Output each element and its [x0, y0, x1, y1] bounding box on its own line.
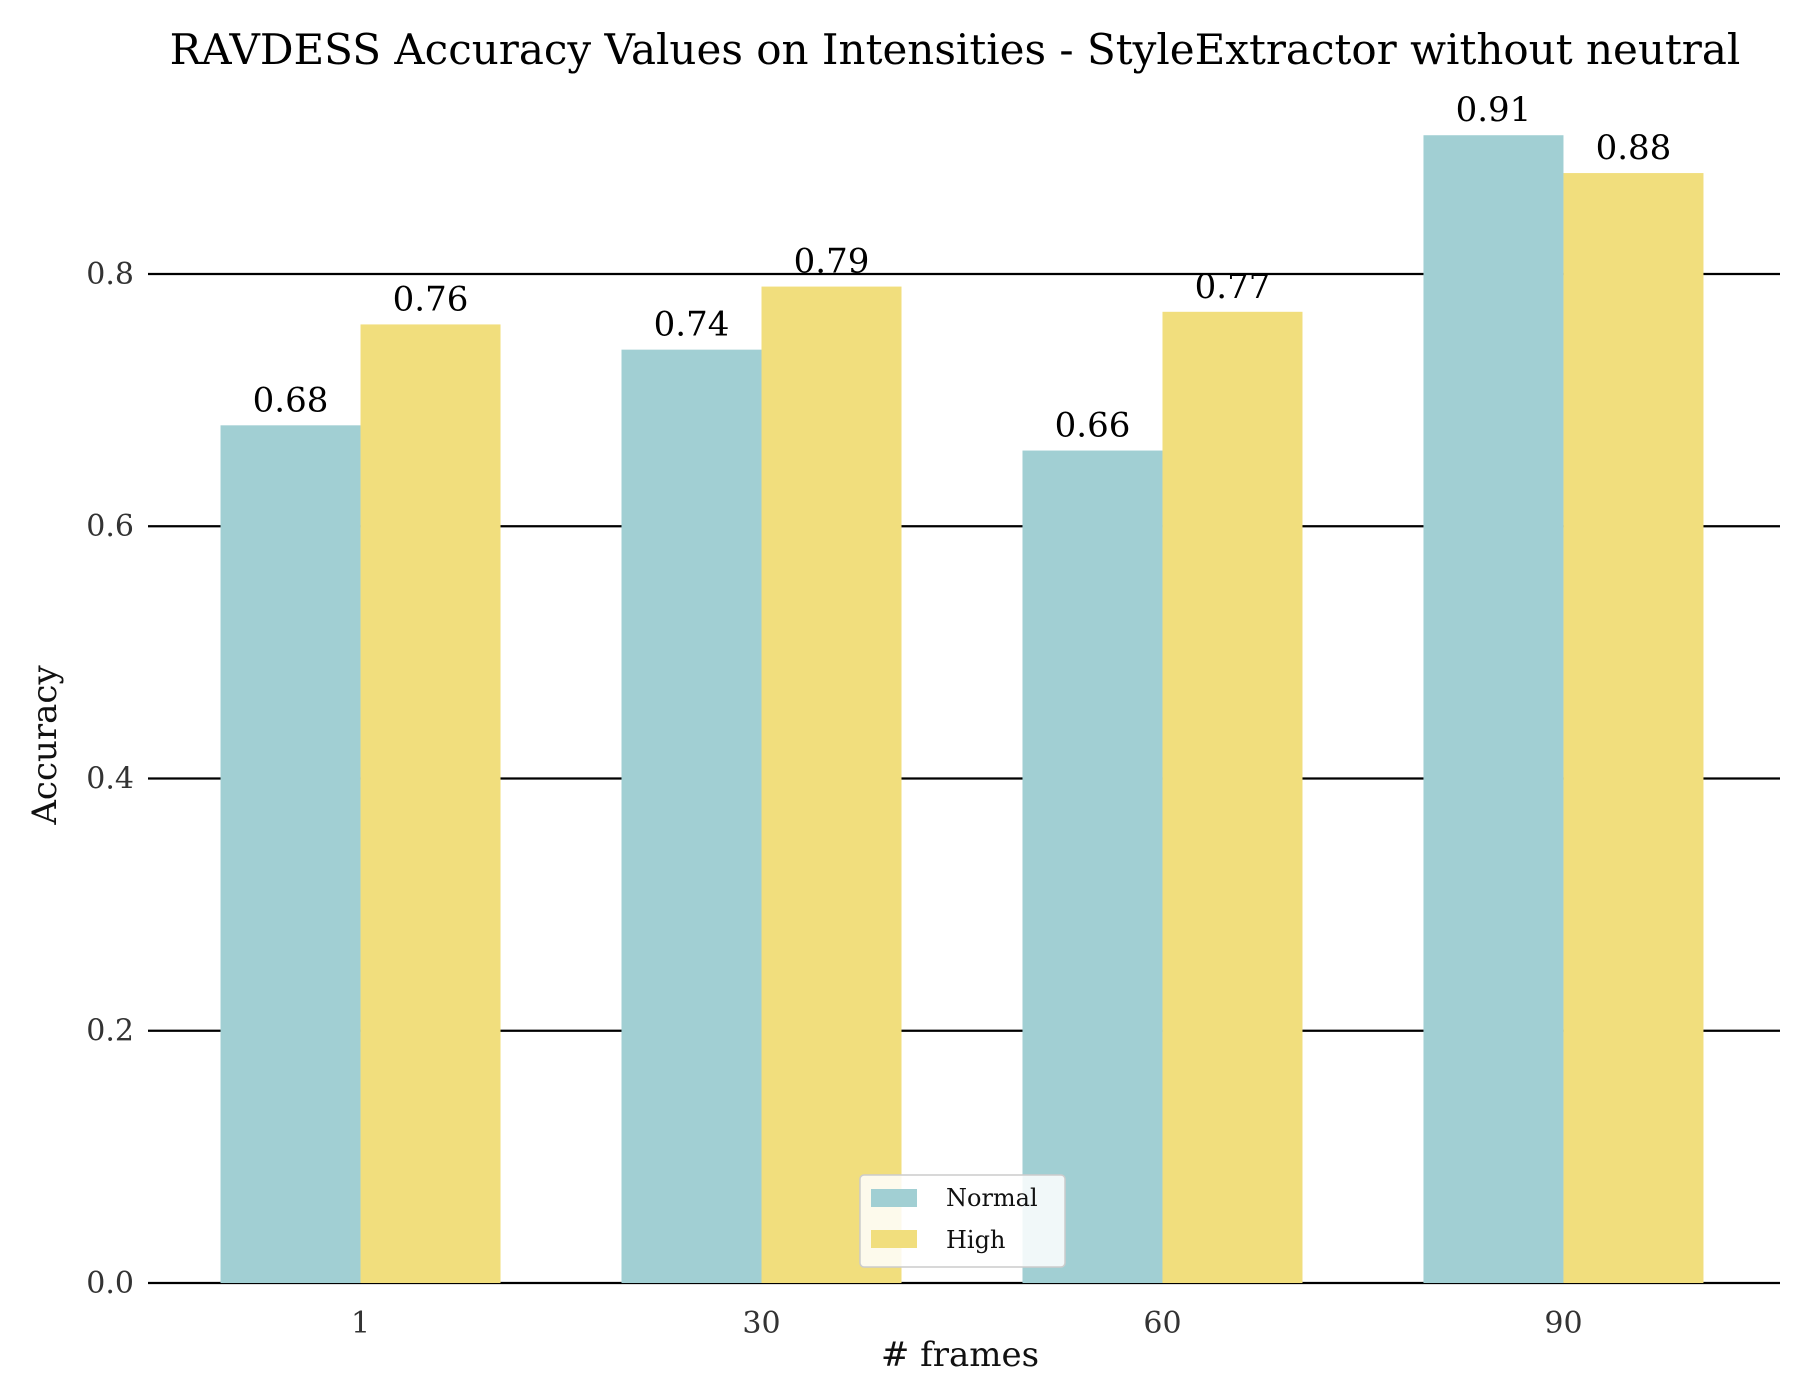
- data-labels: 0.68 0.76 0.74 0.79 0.66 0.77 0.91 0.88: [253, 90, 1672, 445]
- legend-label-normal: Normal: [946, 1184, 1038, 1212]
- data-label-normal-1: 0.68: [253, 380, 329, 420]
- legend-swatch-high: [871, 1230, 917, 1248]
- bar-normal-90: [1423, 135, 1564, 1283]
- y-tick-labels: 0.0 0.2 0.4 0.6 0.8: [86, 257, 134, 1301]
- bar-high-1: [360, 324, 501, 1284]
- data-label-normal-60: 0.66: [1055, 406, 1131, 446]
- data-label-high-60: 0.77: [1195, 267, 1271, 307]
- legend-swatch-normal: [871, 1189, 917, 1207]
- x-tick-label: 90: [1544, 1306, 1582, 1341]
- bar-high-30: [761, 286, 902, 1283]
- legend: Normal High: [859, 1174, 1066, 1268]
- data-label-high-30: 0.79: [794, 242, 870, 282]
- y-tick-label: 0.0: [86, 1266, 134, 1301]
- data-label-high-90: 0.88: [1596, 128, 1672, 168]
- x-axis-label: # frames: [881, 1335, 1039, 1375]
- bars: [220, 135, 1704, 1284]
- bar-normal-60: [1022, 450, 1163, 1283]
- bar-high-60: [1162, 311, 1303, 1283]
- x-tick-labels: 1 30 60 90: [351, 1306, 1583, 1341]
- x-tick-label: 1: [351, 1306, 370, 1341]
- data-label-normal-90: 0.91: [1456, 90, 1532, 130]
- x-tick-label: 30: [742, 1306, 780, 1341]
- bar-high-90: [1563, 173, 1704, 1284]
- data-label-high-1: 0.76: [393, 279, 469, 319]
- y-axis-label: Accuracy: [25, 665, 65, 826]
- x-tick-label: 60: [1143, 1306, 1181, 1341]
- chart-title: RAVDESS Accuracy Values on Intensities -…: [170, 25, 1741, 74]
- y-tick-label: 0.4: [86, 761, 134, 796]
- bar-normal-30: [621, 349, 762, 1284]
- data-label-normal-30: 0.74: [654, 305, 730, 345]
- bar-normal-1: [220, 425, 361, 1283]
- legend-label-high: High: [946, 1226, 1005, 1254]
- y-tick-label: 0.2: [86, 1014, 134, 1049]
- y-tick-label: 0.8: [86, 257, 134, 292]
- y-tick-label: 0.6: [86, 509, 134, 544]
